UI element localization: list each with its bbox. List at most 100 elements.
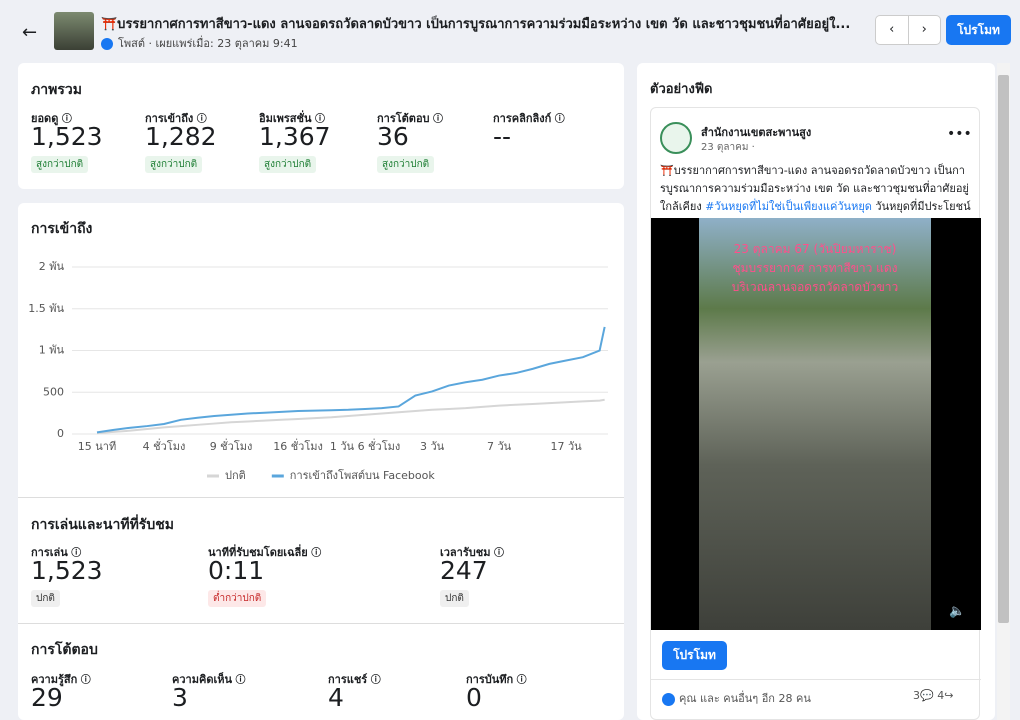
metric-value: 0:11 (208, 556, 265, 585)
post-subtitle: โพสต์ · เผยแพร่เมื่อ: 23 ตุลาคม 9:41 (101, 34, 298, 52)
post-date: 23 ตุลาคม · (701, 142, 755, 153)
metric-value: 36 (377, 122, 409, 151)
info-icon[interactable]: ⓘ (490, 548, 504, 559)
x-tick-label: 17 วัน (551, 440, 583, 453)
divider (18, 497, 624, 498)
metric-value: 3 (172, 683, 188, 712)
overview-card: ภาพรวม (18, 63, 624, 189)
section-title: การโต้ตอบ (31, 642, 98, 658)
reactions: คุณ และ คนอื่นๆ อีก 28 คน (662, 689, 811, 707)
counts: 3💬 4↪ (913, 689, 954, 702)
caption-line: ชุมบรรยากาศ การทาสีขาว แดง (732, 261, 898, 275)
metric-badge: สูงกว่าปกติ (31, 156, 89, 173)
section-title: การเข้าถึง (31, 221, 93, 237)
feed-post: สำนักงานเขตสะพานสูง 23 ตุลาคม · ••• ⛩️บร… (650, 107, 981, 720)
x-tick-label: 3 วัน (420, 440, 445, 453)
metric-label: ยอดดู ⓘ (31, 112, 72, 125)
comment-count: 3 (913, 689, 920, 702)
metric-value: 1,367 (259, 122, 331, 151)
info-icon[interactable]: ⓘ (58, 114, 72, 125)
y-tick-label: 1.5 พัน (28, 302, 64, 315)
pager[interactable]: ‹ › (875, 15, 941, 45)
preview-card: ตัวอย่างฟีด สำนักงานเขตสะพานสูง 23 ตุลาค… (637, 63, 995, 720)
info-icon[interactable]: ⓘ (367, 675, 381, 686)
metric-value: 1,523 (31, 556, 103, 585)
metric-label: การโต้ตอบ ⓘ (377, 112, 444, 125)
metric-label: การบันทึก ⓘ (466, 673, 527, 686)
metric-value: 1,523 (31, 122, 103, 151)
metric-label: การเข้าถึง ⓘ (145, 112, 207, 125)
metric-value: 1,282 (145, 122, 217, 151)
video-frame (699, 218, 931, 630)
metric-badge: ต่ำกว่าปกติ (208, 590, 267, 607)
metric-badge: ปกติ (440, 590, 469, 607)
info-icon[interactable]: ⓘ (311, 114, 325, 125)
y-tick-label: 1 พัน (39, 344, 65, 357)
y-tick-label: 2 พัน (39, 260, 65, 273)
info-icon[interactable]: ⓘ (307, 548, 322, 559)
metric-value: 247 (440, 556, 488, 585)
info-icon[interactable]: ⓘ (77, 675, 91, 686)
info-icon[interactable]: ⓘ (193, 114, 207, 125)
detail-card: การเข้าถึง การเล่นและนาทีที่รับชม การโต้… (18, 203, 624, 720)
back-button[interactable]: ← (22, 22, 38, 43)
metric-label: เวลารับชม ⓘ (440, 546, 504, 559)
section-title: ภาพรวม (31, 82, 82, 98)
metric-value: 4 (328, 683, 344, 712)
info-icon[interactable]: ⓘ (232, 675, 246, 686)
info-icon[interactable]: ⓘ (551, 114, 565, 125)
y-tick-label: 0 (57, 427, 64, 440)
avatar (660, 122, 692, 154)
info-icon[interactable]: ⓘ (67, 548, 82, 559)
y-tick-label: 500 (43, 385, 64, 398)
metric-label: ความคิดเห็น ⓘ (172, 673, 246, 686)
scrollbar[interactable] (997, 63, 1010, 720)
more-button[interactable]: ••• (947, 126, 972, 142)
info-icon[interactable]: ⓘ (513, 675, 527, 686)
text: วันหยุดที่มีประโยชน์ (871, 200, 971, 213)
text: ⛩️บรรยากาศการทาสีขาว-แดง ลานจอดรถวัดลาดบ… (660, 164, 969, 213)
info-icon[interactable]: ⓘ (429, 114, 444, 125)
metric-label: ความรู้สึก ⓘ (31, 673, 91, 686)
page-name: สำนักงานเขตสะพานสูง (701, 126, 812, 139)
post-text: ⛩️บรรยากาศการทาสีขาว-แดง ลานจอดรถวัดลาดบ… (660, 162, 974, 216)
metric-value: -- (493, 122, 512, 151)
share-count: 4 (937, 689, 945, 702)
series-line (96, 398, 605, 435)
metric-badge: ปกติ (31, 590, 60, 607)
metric-badge: สูงกว่าปกติ (145, 156, 203, 173)
metric-value: 0 (466, 683, 482, 712)
metric-badge: สูงกว่าปกติ (259, 156, 317, 173)
subtitle: โพสต์ · เผยแพร่เมื่อ: 23 ตุลาคม 9:41 (118, 37, 298, 50)
x-tick-label: 15 นาที (78, 440, 116, 453)
legend-label: ปกติ (225, 469, 246, 482)
metric-value: 29 (31, 683, 63, 712)
promote-button[interactable]: โปรโมท (662, 641, 727, 670)
metric-label: การเล่น ⓘ (31, 546, 82, 559)
x-tick-label: 4 ชั่วโมง (143, 438, 186, 453)
post-title: ⛩️บรรยากาศการทาสีขาว-แดง ลานจอดรถวัดลาดบ… (101, 17, 851, 32)
video[interactable]: 23 ตุลาคม 67 (วันปิยมหาราช) ชุมบรรยากาศ ก… (651, 218, 981, 630)
x-tick-label: 7 วัน (487, 440, 512, 453)
x-tick-label: 9 ชั่วโมง (210, 438, 253, 453)
metric-badge: สูงกว่าปกติ (377, 156, 435, 173)
metric-label: อิมเพรสชั่น ⓘ (259, 112, 325, 125)
section-title: ตัวอย่างฟีด (650, 82, 713, 97)
promote-button[interactable]: โปรโมท (946, 15, 1011, 45)
section-title: การเล่นและนาทีที่รับชม (31, 517, 174, 533)
thumbnail (54, 12, 94, 50)
caption-line: 23 ตุลาคม 67 (วันปิยมหาราช) (733, 242, 897, 256)
metric-label: การคลิกลิงก์ ⓘ (493, 112, 565, 125)
metric-label: การแชร์ ⓘ (328, 673, 381, 686)
reach-chart: 0 500 1 พัน 1.5 พัน 2 พัน 15 นาที 4 ชั่วโมง 9 ช… (28, 260, 608, 482)
hashtag[interactable]: #วันหยุดที่ไม่ใช่เป็นเพียงแค่วันหยุด (705, 200, 872, 213)
divider (651, 679, 981, 680)
video-caption: 23 ตุลาคม 67 (วันปิยมหาราช) ชุมบรรยากาศ ก… (699, 240, 931, 297)
metric-label: นาทีที่รับชมโดยเฉลี่ย ⓘ (208, 546, 322, 559)
legend-label: การเข้าถึงโพสต์บน Facebook (290, 468, 436, 482)
caption-line: บริเวณลานจอดรถวัดลาดบัวขาว (731, 280, 899, 294)
divider (18, 623, 624, 624)
mute-icon[interactable]: 🔈 (949, 604, 966, 619)
series-line (96, 326, 606, 434)
